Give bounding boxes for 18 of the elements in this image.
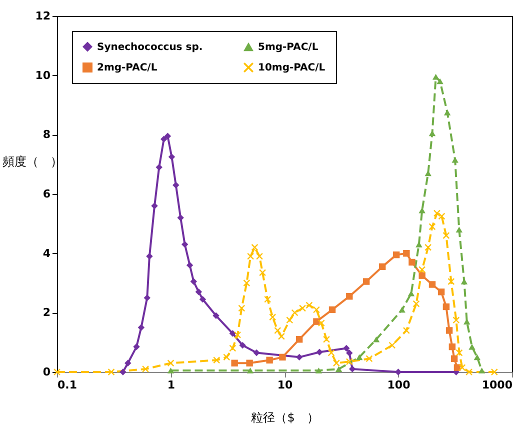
y-tick-label: 0 (42, 366, 51, 378)
y-tick-label: 10 (35, 68, 51, 82)
legend-label: Synechococcus sp. (97, 42, 203, 53)
y-tick-label: 12 (35, 10, 50, 22)
legend-label: 5mg-PAC/L (258, 42, 319, 53)
y-tick-label: 8 (42, 128, 50, 142)
y-axis-title: 頻度（ ） (2, 154, 62, 168)
x-axis-title: 粒径（$ ） (251, 410, 319, 424)
legend-label: 2mg-PAC/L (97, 62, 158, 74)
x-tick-label: 1 (167, 378, 176, 392)
y-tick-label: 6 (42, 188, 51, 200)
x-tick-label: 10 (277, 378, 293, 392)
legend-label: 10mg-PAC/L (258, 62, 326, 74)
y-tick-label: 2 (42, 306, 50, 320)
y-tick-label: 4 (42, 246, 51, 260)
x-tick-label: 0.1 (58, 378, 77, 392)
x-tick-label: 100 (387, 378, 411, 392)
x-tick-label: 1000 (482, 378, 513, 392)
